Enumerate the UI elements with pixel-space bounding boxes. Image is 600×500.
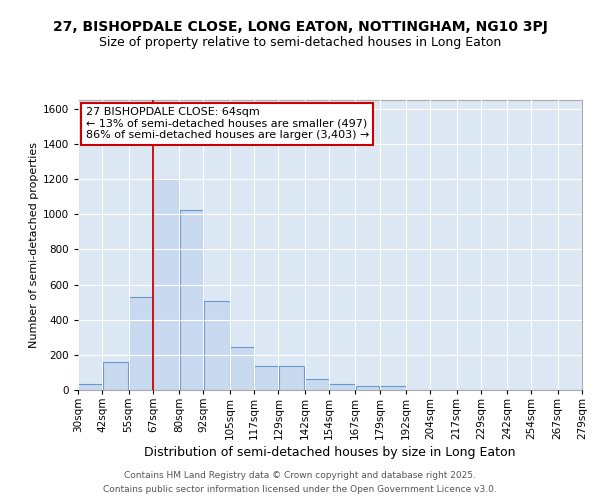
- Bar: [254, 366, 278, 390]
- Bar: [278, 366, 304, 390]
- Bar: [305, 378, 329, 390]
- Text: Size of property relative to semi-detached houses in Long Eaton: Size of property relative to semi-detach…: [99, 36, 501, 49]
- Text: 27, BISHOPDALE CLOSE, LONG EATON, NOTTINGHAM, NG10 3PJ: 27, BISHOPDALE CLOSE, LONG EATON, NOTTIN…: [53, 20, 547, 34]
- Bar: [179, 210, 203, 390]
- Bar: [153, 179, 179, 390]
- Bar: [79, 384, 102, 390]
- Bar: [129, 297, 152, 390]
- Bar: [356, 386, 379, 390]
- Bar: [329, 384, 355, 390]
- X-axis label: Distribution of semi-detached houses by size in Long Eaton: Distribution of semi-detached houses by …: [144, 446, 516, 459]
- Text: 27 BISHOPDALE CLOSE: 64sqm
← 13% of semi-detached houses are smaller (497)
86% o: 27 BISHOPDALE CLOSE: 64sqm ← 13% of semi…: [86, 108, 369, 140]
- Text: Contains public sector information licensed under the Open Government Licence v3: Contains public sector information licen…: [103, 484, 497, 494]
- Bar: [204, 301, 230, 390]
- Bar: [380, 386, 406, 390]
- Text: Contains HM Land Registry data © Crown copyright and database right 2025.: Contains HM Land Registry data © Crown c…: [124, 472, 476, 480]
- Bar: [230, 347, 254, 390]
- Y-axis label: Number of semi-detached properties: Number of semi-detached properties: [29, 142, 38, 348]
- Bar: [103, 362, 128, 390]
